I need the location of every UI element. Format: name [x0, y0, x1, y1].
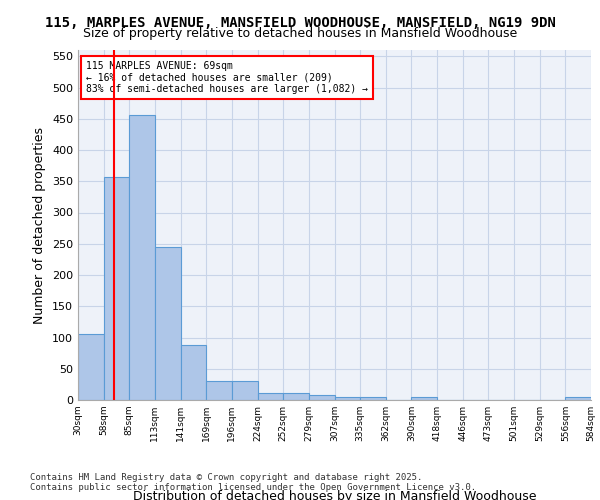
- Bar: [309, 395, 335, 400]
- Bar: [283, 392, 309, 400]
- Text: 115 MARPLES AVENUE: 69sqm
← 16% of detached houses are smaller (209)
83% of semi: 115 MARPLES AVENUE: 69sqm ← 16% of detac…: [86, 60, 368, 94]
- Bar: [104, 177, 130, 400]
- Bar: [565, 397, 591, 400]
- Bar: [335, 397, 360, 400]
- Text: 115, MARPLES AVENUE, MANSFIELD WOODHOUSE, MANSFIELD, NG19 9DN: 115, MARPLES AVENUE, MANSFIELD WOODHOUSE…: [44, 16, 556, 30]
- Bar: [232, 381, 257, 400]
- Text: Size of property relative to detached houses in Mansfield Woodhouse: Size of property relative to detached ho…: [83, 28, 517, 40]
- X-axis label: Distribution of detached houses by size in Mansfield Woodhouse: Distribution of detached houses by size …: [133, 490, 536, 500]
- Text: Contains HM Land Registry data © Crown copyright and database right 2025.
Contai: Contains HM Land Registry data © Crown c…: [30, 473, 476, 492]
- Bar: [130, 115, 155, 400]
- Bar: [360, 397, 386, 400]
- Bar: [257, 392, 283, 400]
- Bar: [206, 381, 232, 400]
- Y-axis label: Number of detached properties: Number of detached properties: [34, 126, 46, 324]
- Bar: [155, 247, 181, 400]
- Bar: [412, 397, 437, 400]
- Bar: [181, 345, 206, 400]
- Bar: [78, 334, 104, 400]
